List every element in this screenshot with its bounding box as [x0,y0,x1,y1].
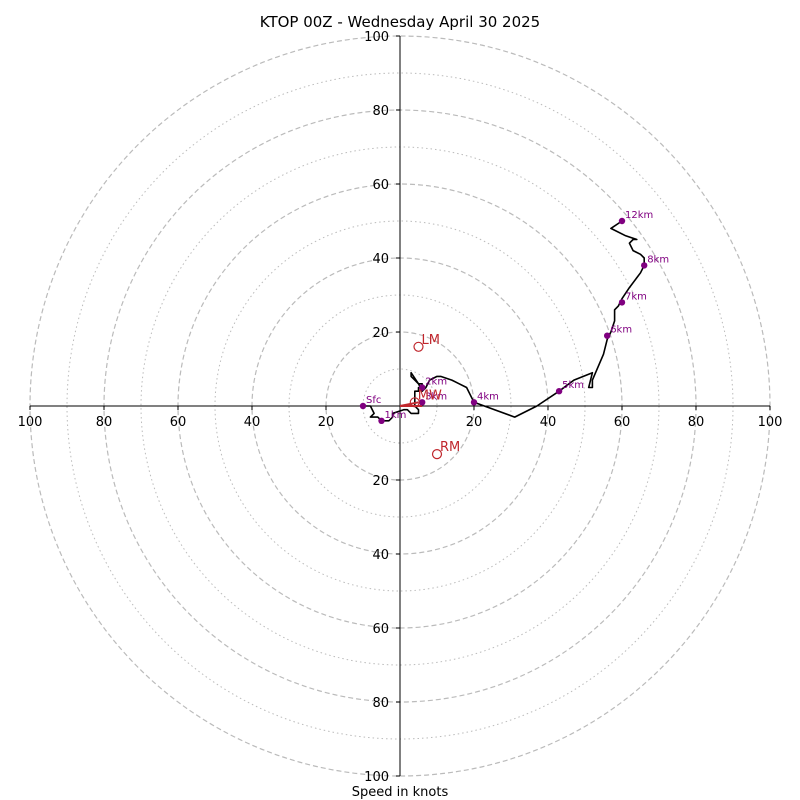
storm-motion-markers: LM MW RM [409,333,460,460]
storm-motion-mw-marker [409,397,420,408]
y-tick-label: 20 [372,326,389,341]
x-tick-label: 60 [170,415,187,430]
height-marker-6km [604,332,611,339]
height-markers: Sfc 1km 2km 3km 4km 5km 6km 7km 8km 12km [359,210,669,424]
height-label-1km: 1km [385,410,407,421]
x-tick-label: 20 [318,415,335,430]
y-tick-label: 80 [372,696,389,711]
chart-title: KTOP 00Z - Wednesday April 30 2025 [260,13,540,31]
height-label-6km: 6km [610,325,632,336]
y-tick-label: 20 [372,474,389,489]
x-tick-label: 20 [466,415,483,430]
height-label-2km: 2km [425,377,447,388]
y-tick-label: 100 [364,30,389,45]
storm-motion-mw-label: MW [418,388,442,403]
y-tick-label: 80 [372,104,389,119]
x-tick-label: 100 [18,415,43,430]
y-tick-label: 60 [372,178,389,193]
height-marker-2km [419,384,426,391]
x-axis-label: Speed in knots [352,785,449,800]
height-marker-3km [419,399,426,406]
height-marker-5km [555,388,563,395]
x-tick-label: 40 [244,415,261,430]
x-tick-label: 40 [540,415,557,430]
x-tick-label: 80 [96,415,113,430]
height-label-8km: 8km [647,254,669,265]
x-tick-label: 60 [614,415,631,430]
height-label-sfc: Sfc [366,395,381,406]
storm-motion-rm-marker [431,449,443,460]
storm-motion-lm-label: LM [422,333,440,348]
height-marker-12km [618,217,626,225]
height-label-3km: 3km [425,391,447,402]
y-tick-label: 40 [372,548,389,563]
storm-motion-rm-label: RM [440,440,460,455]
y-tick-label: 40 [372,252,389,267]
height-marker-7km [618,299,626,306]
tick-labels: 20 20 20 20 40 40 40 40 60 60 60 60 80 80 80 80 100 100 10… [18,30,783,785]
y-tick-label: 100 [364,770,389,785]
height-marker-8km [641,262,648,269]
hodograph-series [363,220,646,422]
x-tick-label: 80 [688,415,705,430]
height-marker-sfc [359,402,367,410]
hodograph-trace [363,220,646,422]
x-tick-label: 100 [758,415,783,430]
height-label-12km: 12km [625,210,653,221]
height-label-4km: 4km [477,391,499,402]
height-label-7km: 7km [625,291,647,302]
y-tick-label: 60 [372,622,389,637]
height-marker-1km [378,417,385,424]
height-label-5km: 5km [562,380,584,391]
storm-motion-lm-marker [413,341,424,352]
height-marker-4km [470,399,478,406]
